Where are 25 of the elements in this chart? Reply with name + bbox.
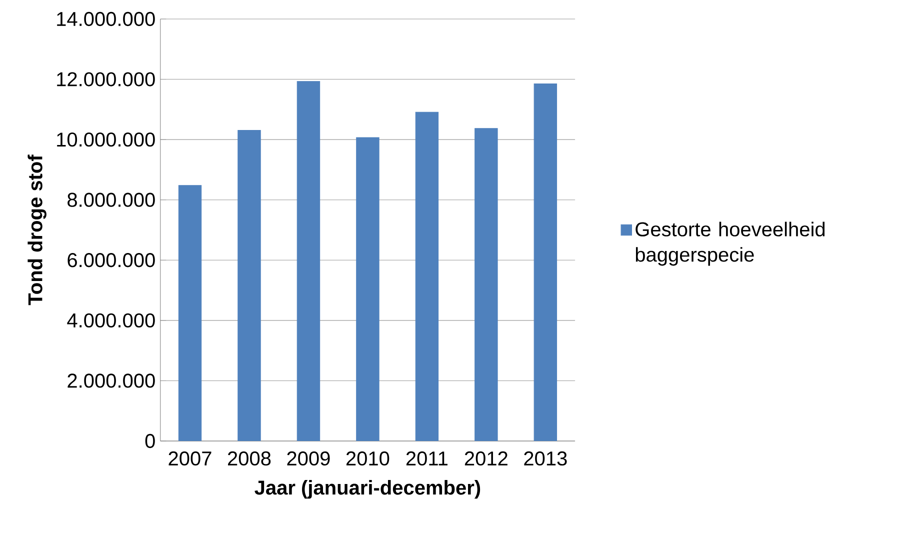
y-tick-label: 12.000.000	[57, 72, 155, 86]
bar	[356, 137, 380, 441]
x-tick-label: 2008	[228, 451, 271, 466]
x-tick-label: 2010	[346, 451, 390, 466]
bar	[415, 112, 439, 441]
x-axis-title: Jaar (januari-december)	[254, 480, 480, 499]
y-tick-label: 14.000.000	[57, 12, 155, 26]
x-tick-label: 2009	[287, 451, 330, 466]
y-tick-label: 10.000.000	[57, 132, 155, 147]
y-tick-label: 2.000.000	[68, 374, 155, 388]
x-tick-label: 2013	[524, 451, 567, 466]
bar	[238, 130, 261, 441]
legend-label: Gestorte hoeveelheid baggerspecie	[636, 222, 825, 266]
bar	[178, 185, 202, 441]
y-tick-label: 4.000.000	[67, 313, 155, 328]
bar	[534, 84, 558, 441]
x-tick-label: 2012	[464, 451, 508, 466]
y-tick-label: 8.000.000	[68, 192, 155, 207]
y-tick-label: 0	[145, 434, 155, 448]
x-tick-label: 2011	[406, 451, 448, 466]
x-tick-label: 2007	[168, 451, 212, 466]
y-tick-label: 6.000.000	[68, 253, 155, 268]
y-axis-title: Tond droge stof	[28, 154, 46, 306]
bar	[296, 81, 320, 441]
bar	[474, 128, 498, 441]
